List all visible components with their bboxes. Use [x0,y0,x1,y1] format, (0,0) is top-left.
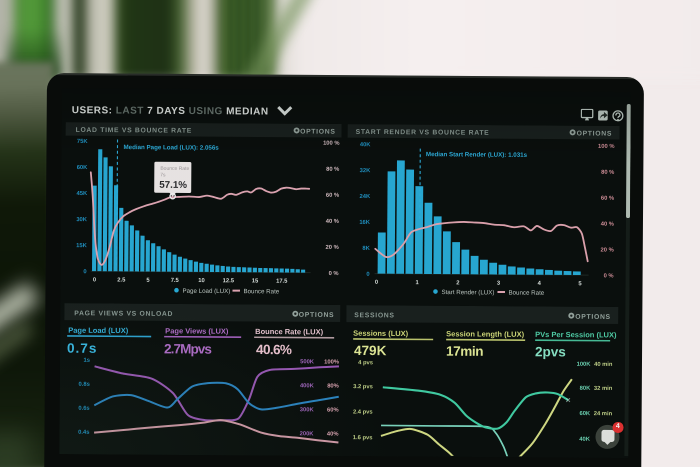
svg-text:0 %: 0 % [604,273,614,279]
svg-text:5: 5 [146,278,150,284]
svg-text:32K: 32K [360,168,371,174]
svg-text:PVs Per Session (LUX): PVs Per Session (LUX) [535,330,617,340]
svg-text:40 min: 40 min [594,362,613,368]
svg-text:Bounce Rate (LUX): Bounce Rate (LUX) [255,327,323,336]
svg-text:Sessions (LUX): Sessions (LUX) [353,329,409,338]
svg-text:0.6s: 0.6s [78,406,89,412]
svg-text:0.4s: 0.4s [78,430,89,436]
svg-text:80%: 80% [327,383,339,389]
svg-text:479K: 479K [354,343,387,358]
svg-text:10: 10 [198,278,204,284]
svg-text:40.6%: 40.6% [256,342,292,357]
svg-text:OPTIONS: OPTIONS [577,130,613,137]
svg-text:0: 0 [93,277,96,283]
svg-text:60 %: 60 % [601,196,614,202]
svg-text:START RENDER VS BOUNCE RATE: START RENDER VS BOUNCE RATE [356,129,490,137]
svg-text:17min: 17min [446,344,483,359]
svg-text:Page Load (LUX): Page Load (LUX) [68,326,129,335]
svg-text:40K: 40K [579,437,590,443]
svg-text:5: 5 [578,281,582,287]
svg-text:100%: 100% [324,359,339,365]
svg-text:60%: 60% [327,407,339,413]
svg-text:0 %: 0 % [329,271,339,277]
svg-text:20 %: 20 % [601,247,614,253]
svg-text:60 %: 60 % [326,193,339,199]
svg-text:500K: 500K [300,359,315,365]
svg-text:12.5: 12.5 [223,278,235,284]
svg-text:0: 0 [375,280,378,286]
svg-text:1: 1 [416,280,420,286]
svg-text:LOAD TIME VS BOUNCE RATE: LOAD TIME VS BOUNCE RATE [76,127,192,135]
svg-text:100 %: 100 % [323,141,339,147]
svg-text:80 %: 80 % [601,170,614,176]
svg-text:100 %: 100 % [598,144,614,150]
svg-text:24 min: 24 min [594,411,613,417]
svg-text:Bounce Rate: Bounce Rate [508,290,544,297]
svg-text:1.6 pvs: 1.6 pvs [353,435,373,441]
svg-text:OPTIONS: OPTIONS [299,312,335,319]
svg-text:2.5: 2.5 [117,277,126,283]
svg-text:4: 4 [538,281,542,287]
svg-text:40%: 40% [327,431,339,437]
svg-text:40K: 40K [360,142,371,148]
svg-text:Session Length (LUX): Session Length (LUX) [446,329,524,339]
svg-text:80K: 80K [580,386,591,392]
svg-text:200K: 200K [300,431,315,437]
svg-text:40 %: 40 % [601,222,614,228]
svg-text:Page Views (LUX): Page Views (LUX) [165,326,229,335]
svg-text:24K: 24K [359,194,370,200]
svg-text:Start Render (LUX): Start Render (LUX) [441,289,494,296]
svg-text:30K: 30K [76,217,87,223]
svg-text:3.2 pvs: 3.2 pvs [353,384,373,390]
svg-text:OPTIONS: OPTIONS [300,128,336,135]
svg-text:4 pvs: 4 pvs [358,360,373,366]
svg-text:Median Start Render (LUX): 1.0: Median Start Render (LUX): 1.031s [426,151,528,159]
svg-text:7s: 7s [160,172,166,178]
svg-text:400K: 400K [300,383,315,389]
svg-text:OPTIONS: OPTIONS [575,314,611,321]
svg-text:Bounce Rate: Bounce Rate [243,288,279,295]
svg-text:PAGE VIEWS VS ONLOAD: PAGE VIEWS VS ONLOAD [74,310,173,318]
svg-text:60K: 60K [579,411,590,417]
svg-text:32 min: 32 min [594,386,613,392]
svg-text:20 %: 20 % [326,245,339,251]
svg-text:Bounce Rate: Bounce Rate [160,166,189,172]
svg-text:2: 2 [456,280,459,286]
svg-text:45K: 45K [76,191,87,197]
svg-text:0.7s: 0.7s [67,341,97,356]
svg-text:80 %: 80 % [326,167,339,173]
svg-text:16K: 16K [359,220,370,226]
svg-text:7.5: 7.5 [171,278,180,284]
svg-text:100K: 100K [577,362,592,368]
svg-text:0: 0 [83,269,86,275]
svg-text:8K: 8K [362,246,370,252]
svg-text:75K: 75K [77,139,88,145]
svg-text:57.1%: 57.1% [159,180,187,191]
svg-text:2.4 pvs: 2.4 pvs [353,409,373,415]
svg-text:15: 15 [252,278,259,284]
svg-text:Median Page Load (LUX): 2.056s: Median Page Load (LUX): 2.056s [123,144,219,152]
svg-text:300K: 300K [300,407,315,413]
svg-text:0.8s: 0.8s [79,382,90,388]
svg-text:2.7Mpvs: 2.7Mpvs [164,341,211,356]
svg-text:3: 3 [497,281,501,287]
svg-text:2pvs: 2pvs [535,344,566,359]
svg-text:17.5: 17.5 [276,279,288,285]
svg-text:Page Load (LUX): Page Load (LUX) [182,288,230,295]
svg-text:60K: 60K [77,165,88,171]
svg-text:1s: 1s [84,358,90,364]
svg-text:15K: 15K [76,243,87,249]
svg-text:0: 0 [366,272,369,278]
svg-text:SESSIONS: SESSIONS [354,312,394,319]
svg-text:40 %: 40 % [326,219,339,225]
